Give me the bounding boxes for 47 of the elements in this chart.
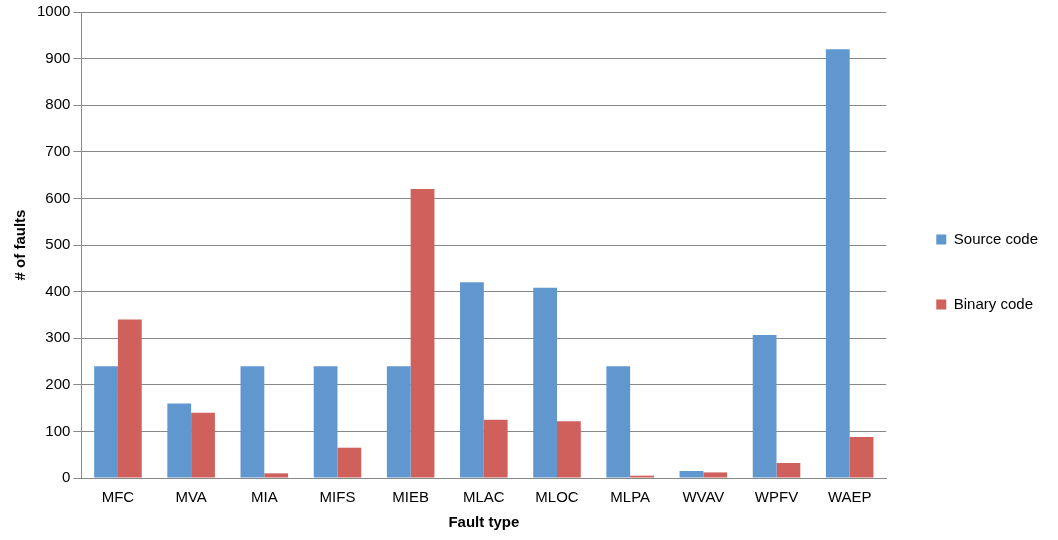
x-tick-label: MIA [250,488,278,506]
bar [606,366,631,478]
y-tick-label: 400 [45,281,71,299]
bar [410,189,435,478]
x-tick-label: MLAC [462,488,505,506]
bar [557,421,581,478]
bar [679,471,704,478]
y-tick-label: 800 [45,95,71,113]
x-tick-label: MFC [101,488,135,506]
bar [460,282,484,478]
bar [94,366,118,478]
bar [752,334,777,478]
bar [191,412,215,478]
bar [849,436,874,478]
x-tick-label: WPFV [754,488,799,506]
bar [825,49,850,478]
bar [313,366,338,478]
x-axis-title: Fault type [448,513,520,531]
bar [264,473,289,478]
y-tick-label: 700 [45,141,71,159]
bar [240,366,265,478]
legend-label: Binary code [953,294,1033,312]
x-tick-label: MVA [175,488,207,506]
bar [533,287,557,478]
bar [117,319,142,478]
y-tick-label: 1000 [36,2,71,20]
bar [483,419,508,478]
y-tick-label: 300 [45,328,71,346]
x-tick-label: WVAV [682,488,725,506]
bar [386,366,411,478]
y-tick-label: 200 [45,374,71,392]
x-tick-label: MLPA [610,488,651,506]
bar [703,472,728,478]
bar [167,403,192,478]
y-tick-label: 500 [45,235,71,253]
bar [337,447,362,478]
x-tick-label: WAEP [827,488,872,506]
y-tick-label: 600 [45,188,71,206]
y-axis-title: # of faults [11,209,29,281]
x-tick-label: MIEB [392,488,429,506]
legend-label: Source code [953,229,1039,247]
bar [776,463,801,478]
y-tick-label: 100 [45,421,71,439]
y-tick-label: 900 [45,48,71,66]
x-tick-label: MIFS [319,488,356,506]
x-tick-label: MLOC [535,488,579,506]
y-tick-label: 0 [62,468,71,486]
